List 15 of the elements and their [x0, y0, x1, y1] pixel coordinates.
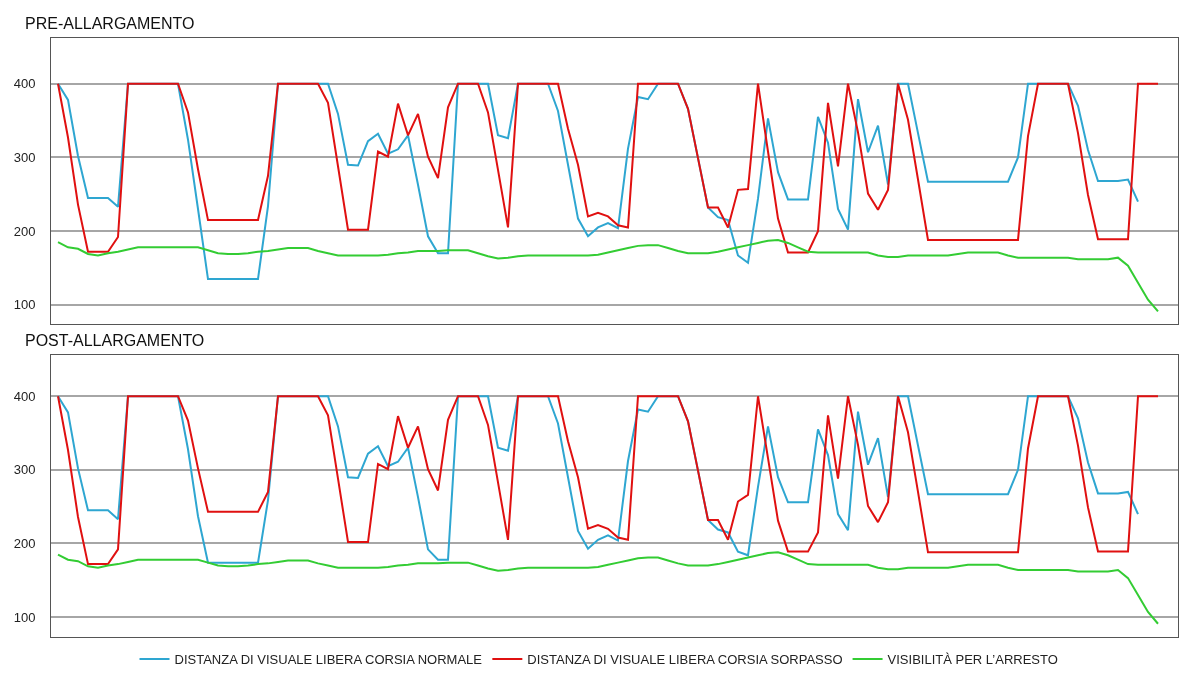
- line-series: [57, 551, 1159, 625]
- legend-label: DISTANZA DI VISUALE LIBERA CORSIA NORMALE: [174, 652, 483, 668]
- y-tick-label: 200: [13, 223, 36, 239]
- y-tick-label: 300: [13, 462, 36, 478]
- y-tick-label: 300: [13, 149, 36, 165]
- y-tick-label: 400: [13, 388, 36, 404]
- y-tick-label: 400: [13, 76, 36, 92]
- line-series: [57, 238, 1159, 313]
- y-tick-label: 100: [13, 609, 36, 625]
- legend-label: VISIBILITÀ PER L’ARRESTO: [887, 652, 1058, 668]
- y-tick-label: 200: [13, 536, 36, 552]
- legend-label: DISTANZA DI VISUALE LIBERA CORSIA SORPASSO: [527, 652, 843, 668]
- chart-title: PRE-ALLARGAMENTO: [25, 15, 195, 32]
- chart-title: POST-ALLARGAMENTO: [25, 332, 205, 349]
- y-tick-label: 100: [13, 297, 36, 313]
